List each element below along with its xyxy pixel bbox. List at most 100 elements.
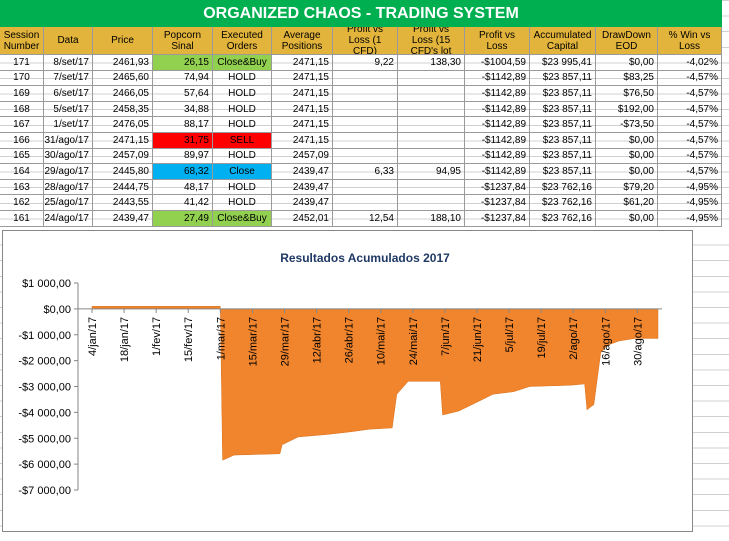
x-tick-label: 1/fev/17	[151, 317, 163, 356]
table-cell: $79,20	[596, 179, 658, 196]
table-cell: 89,97	[153, 148, 213, 165]
table-cell: -$1237,84	[465, 195, 530, 211]
table-cell: 88,17	[153, 117, 213, 133]
table-cell: $23 762,16	[530, 179, 596, 196]
table-cell: $23 857,11	[530, 101, 596, 118]
table-cell: Close&Buy	[213, 55, 272, 71]
x-tick-label: 16/ago/17	[600, 317, 612, 366]
table-cell: 74,94	[153, 70, 213, 87]
table-cell	[398, 148, 465, 165]
table-cell	[333, 195, 398, 211]
chart-title: Resultados Acumulados 2017	[280, 251, 450, 265]
y-tick-label: -$6 000,00	[18, 459, 71, 471]
table-cell: $23 762,16	[530, 211, 596, 227]
table-cell: 164	[0, 164, 44, 180]
table-cell: 2466,05	[93, 86, 153, 102]
y-tick-label: -$2 000,00	[18, 356, 71, 368]
header-cell: Average Positions	[272, 27, 333, 55]
table-cell: 2445,80	[93, 164, 153, 180]
table-cell: HOLD	[213, 148, 272, 165]
table-cell: 161	[0, 211, 44, 227]
x-tick-label: 30/ago/17	[632, 317, 644, 366]
table-cell: SELL	[213, 133, 272, 149]
table-cell: $23 857,11	[530, 86, 596, 102]
table-cell	[398, 195, 465, 211]
table-cell: -$1237,84	[465, 211, 530, 227]
table-cell: 26,15	[153, 55, 213, 71]
table-cell: 48,17	[153, 179, 213, 196]
table-cell: 27,49	[153, 211, 213, 227]
table-cell: 2471,15	[272, 117, 333, 133]
table-cell: $23 995,41	[530, 55, 596, 71]
table-cell: -4,95%	[658, 195, 722, 211]
sheet-title: ORGANIZED CHAOS - TRADING SYSTEM	[0, 0, 722, 27]
table-cell: $23 857,11	[530, 70, 596, 87]
table-cell: -4,02%	[658, 55, 722, 71]
table-cell: 2439,47	[272, 195, 333, 211]
table-cell: HOLD	[213, 117, 272, 133]
table-cell: $0,00	[596, 133, 658, 149]
table-cell: $23 762,16	[530, 195, 596, 211]
table-cell: HOLD	[213, 86, 272, 102]
area	[91, 306, 659, 461]
y-tick-label: $0,00	[43, 304, 71, 316]
table-cell: 7/set/17	[44, 70, 93, 87]
table-cell: -$1142,89	[465, 86, 530, 102]
table-cell: 2471,15	[272, 133, 333, 149]
y-tick-label: -$3 000,00	[18, 382, 71, 394]
table-cell: -$1142,89	[465, 117, 530, 133]
header-cell: Accumulated Capital	[530, 27, 596, 55]
x-tick-label: 19/jul/17	[536, 317, 548, 359]
table-cell: 2471,15	[272, 101, 333, 118]
table-cell: -4,57%	[658, 148, 722, 165]
table-cell: 57,64	[153, 86, 213, 102]
header-cell: Profit vs Loss (15 CFD's lot	[398, 27, 465, 55]
y-tick-label: -$7 000,00	[18, 485, 71, 497]
table-cell: HOLD	[213, 101, 272, 118]
table-cell: 12,54	[333, 211, 398, 227]
table-cell: 28/ago/17	[44, 179, 93, 196]
table-cell	[333, 133, 398, 149]
table-cell: 2452,01	[272, 211, 333, 227]
table-cell	[398, 101, 465, 118]
table-cell: -4,57%	[658, 86, 722, 102]
table-cell: -$1142,89	[465, 70, 530, 87]
header-cell: Data	[44, 27, 93, 55]
x-tick-label: 26/abr/17	[344, 317, 356, 363]
table-cell: 167	[0, 117, 44, 133]
table-cell: -$73,50	[596, 117, 658, 133]
x-tick-label: 18/jan/17	[119, 317, 131, 362]
table-cell: $0,00	[596, 164, 658, 180]
table-cell: 2457,09	[272, 148, 333, 165]
table-cell: -4,57%	[658, 164, 722, 180]
table-cell: 31/ago/17	[44, 133, 93, 149]
header-cell: Profit vs Loss (1 CFD)	[333, 27, 398, 55]
table-cell: 94,95	[398, 164, 465, 180]
chart: Resultados Acumulados 2017 $1 000,00 $0,0…	[2, 230, 693, 532]
x-tick-label: 15/mar/17	[247, 317, 259, 367]
table-cell	[398, 117, 465, 133]
table-cell: -$1142,89	[465, 148, 530, 165]
table-cell: $76,50	[596, 86, 658, 102]
table-cell: 2471,15	[93, 133, 153, 149]
header-cell: Popcorn Sinal	[153, 27, 213, 55]
table-cell: 30/ago/17	[44, 148, 93, 165]
table-cell: -4,57%	[658, 101, 722, 118]
table-cell	[398, 179, 465, 196]
table-cell: $23 857,11	[530, 148, 596, 165]
table-cell: 162	[0, 195, 44, 211]
table-cell	[398, 133, 465, 149]
table-cell: $0,00	[596, 148, 658, 165]
x-tick-label: 5/jul/17	[504, 317, 516, 352]
table-cell: 2439,47	[93, 211, 153, 227]
table-cell	[333, 179, 398, 196]
table-cell: 6/set/17	[44, 86, 93, 102]
table-cell: -$1142,89	[465, 101, 530, 118]
table-cell: 2439,47	[272, 179, 333, 196]
table-cell: -4,57%	[658, 70, 722, 87]
table-cell: 163	[0, 179, 44, 196]
table-cell: 2471,15	[272, 55, 333, 71]
table-cell: $192,00	[596, 101, 658, 118]
table-cell: $23 857,11	[530, 117, 596, 133]
table-cell: -$1237,84	[465, 179, 530, 196]
